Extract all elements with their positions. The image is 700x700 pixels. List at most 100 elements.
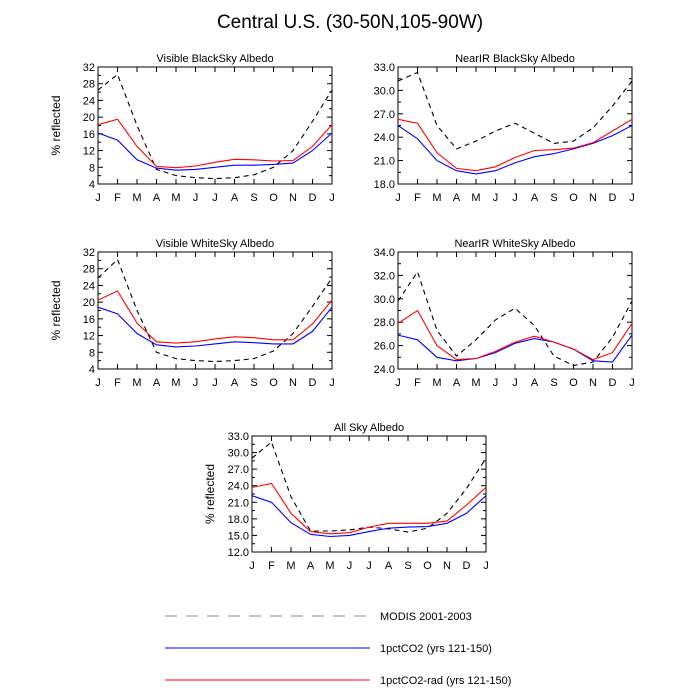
y-tick-label: 18.0	[374, 179, 395, 191]
y-tick-label: 24	[83, 280, 95, 292]
y-tick-label: 27.0	[374, 109, 395, 121]
x-tick-label: S	[550, 377, 557, 389]
panel-title-1: NearIR BlackSky Albedo	[455, 53, 575, 65]
series-line-1	[252, 496, 486, 537]
x-tick-label: O	[569, 192, 578, 204]
x-tick-label: A	[453, 192, 461, 204]
y-tick-label: 12	[83, 146, 95, 158]
x-tick-label: J	[212, 377, 218, 389]
y-tick-label: 30.0	[374, 294, 395, 306]
y-tick-label: 26.0	[374, 341, 395, 353]
series-line-2	[98, 291, 332, 343]
panel-title-0: Visible BlackSky Albedo	[156, 53, 273, 65]
y-tick-label: 32	[83, 247, 95, 259]
x-tick-label: J	[193, 192, 199, 204]
y-tick-label: 4	[89, 179, 95, 191]
x-tick-label: F	[414, 377, 421, 389]
x-tick-label: M	[325, 560, 334, 572]
y-tick-label: 28.0	[374, 317, 395, 329]
y-tick-label: 27.0	[228, 464, 249, 476]
y-tick-label: 8	[89, 162, 95, 174]
y-tick-label: 24.0	[374, 132, 395, 144]
x-tick-label: D	[609, 192, 617, 204]
x-tick-label: F	[268, 560, 275, 572]
x-tick-label: J	[629, 192, 635, 204]
y-tick-label: 24	[83, 95, 95, 107]
x-tick-label: J	[212, 192, 218, 204]
x-tick-label: F	[414, 192, 421, 204]
y-tick-label: 24.0	[374, 364, 395, 376]
x-tick-label: A	[531, 377, 539, 389]
legend-label-0: MODIS 2001-2003	[380, 611, 472, 623]
y-tick-label: 21.0	[374, 156, 395, 168]
x-tick-label: D	[463, 560, 471, 572]
y-tick-label: 32.0	[374, 270, 395, 282]
x-tick-label: O	[269, 377, 278, 389]
x-tick-label: N	[289, 377, 297, 389]
x-tick-label: M	[471, 377, 480, 389]
series-line-0	[98, 75, 332, 179]
plot-frame-1	[398, 67, 632, 184]
series-line-0	[398, 272, 632, 366]
x-tick-label: J	[95, 192, 101, 204]
y-axis-label: % reflected	[49, 95, 63, 155]
y-tick-label: 18.0	[228, 514, 249, 526]
x-tick-label: M	[171, 377, 180, 389]
x-tick-label: O	[569, 377, 578, 389]
y-tick-label: 21.0	[228, 497, 249, 509]
x-tick-label: A	[231, 377, 239, 389]
panel-title-3: NearIR WhiteSky Albedo	[454, 238, 575, 250]
y-tick-label: 16	[83, 129, 95, 141]
x-tick-label: M	[432, 377, 441, 389]
x-tick-label: O	[269, 192, 278, 204]
panel-title-4: All Sky Albedo	[334, 422, 404, 434]
x-tick-label: J	[512, 377, 518, 389]
y-tick-label: 15.0	[228, 530, 249, 542]
x-tick-label: J	[329, 192, 335, 204]
x-tick-label: N	[589, 377, 597, 389]
x-tick-label: S	[250, 377, 257, 389]
plot-frame-4	[252, 436, 486, 552]
x-tick-label: J	[366, 560, 372, 572]
panel-title-2: Visible WhiteSky Albedo	[156, 238, 274, 250]
plot-frame-0	[98, 67, 332, 184]
y-tick-label: 33.0	[228, 431, 249, 443]
y-tick-label: 12	[83, 331, 95, 343]
x-tick-label: S	[404, 560, 411, 572]
x-tick-label: M	[471, 192, 480, 204]
series-line-1	[398, 126, 632, 174]
x-tick-label: J	[483, 560, 489, 572]
x-tick-label: A	[307, 560, 315, 572]
x-tick-label: O	[423, 560, 432, 572]
y-tick-label: 20	[83, 297, 95, 309]
x-tick-label: J	[193, 377, 199, 389]
legend-label-1: 1pctCO2 (yrs 121-150)	[380, 643, 492, 655]
x-tick-label: J	[493, 192, 499, 204]
y-tick-label: 12.0	[228, 547, 249, 559]
y-tick-label: 33.0	[374, 62, 395, 74]
x-tick-label: J	[512, 192, 518, 204]
x-tick-label: J	[347, 560, 353, 572]
x-tick-label: A	[453, 377, 461, 389]
y-tick-label: 28	[83, 264, 95, 276]
x-tick-label: D	[609, 377, 617, 389]
y-tick-label: 4	[89, 364, 95, 376]
x-tick-label: S	[250, 192, 257, 204]
x-tick-label: F	[114, 192, 121, 204]
x-tick-label: D	[309, 377, 317, 389]
y-tick-label: 34.0	[374, 247, 395, 259]
y-tick-label: 8	[89, 347, 95, 359]
x-tick-label: S	[550, 192, 557, 204]
x-tick-label: F	[114, 377, 121, 389]
x-tick-label: A	[153, 192, 161, 204]
x-tick-label: J	[95, 377, 101, 389]
x-tick-label: M	[432, 192, 441, 204]
x-tick-label: N	[443, 560, 451, 572]
y-tick-label: 32	[83, 62, 95, 74]
legend-label-2: 1pctCO2-rad (yrs 121-150)	[380, 675, 511, 687]
y-tick-label: 28	[83, 79, 95, 91]
y-tick-label: 24.0	[228, 481, 249, 493]
x-tick-label: A	[385, 560, 393, 572]
